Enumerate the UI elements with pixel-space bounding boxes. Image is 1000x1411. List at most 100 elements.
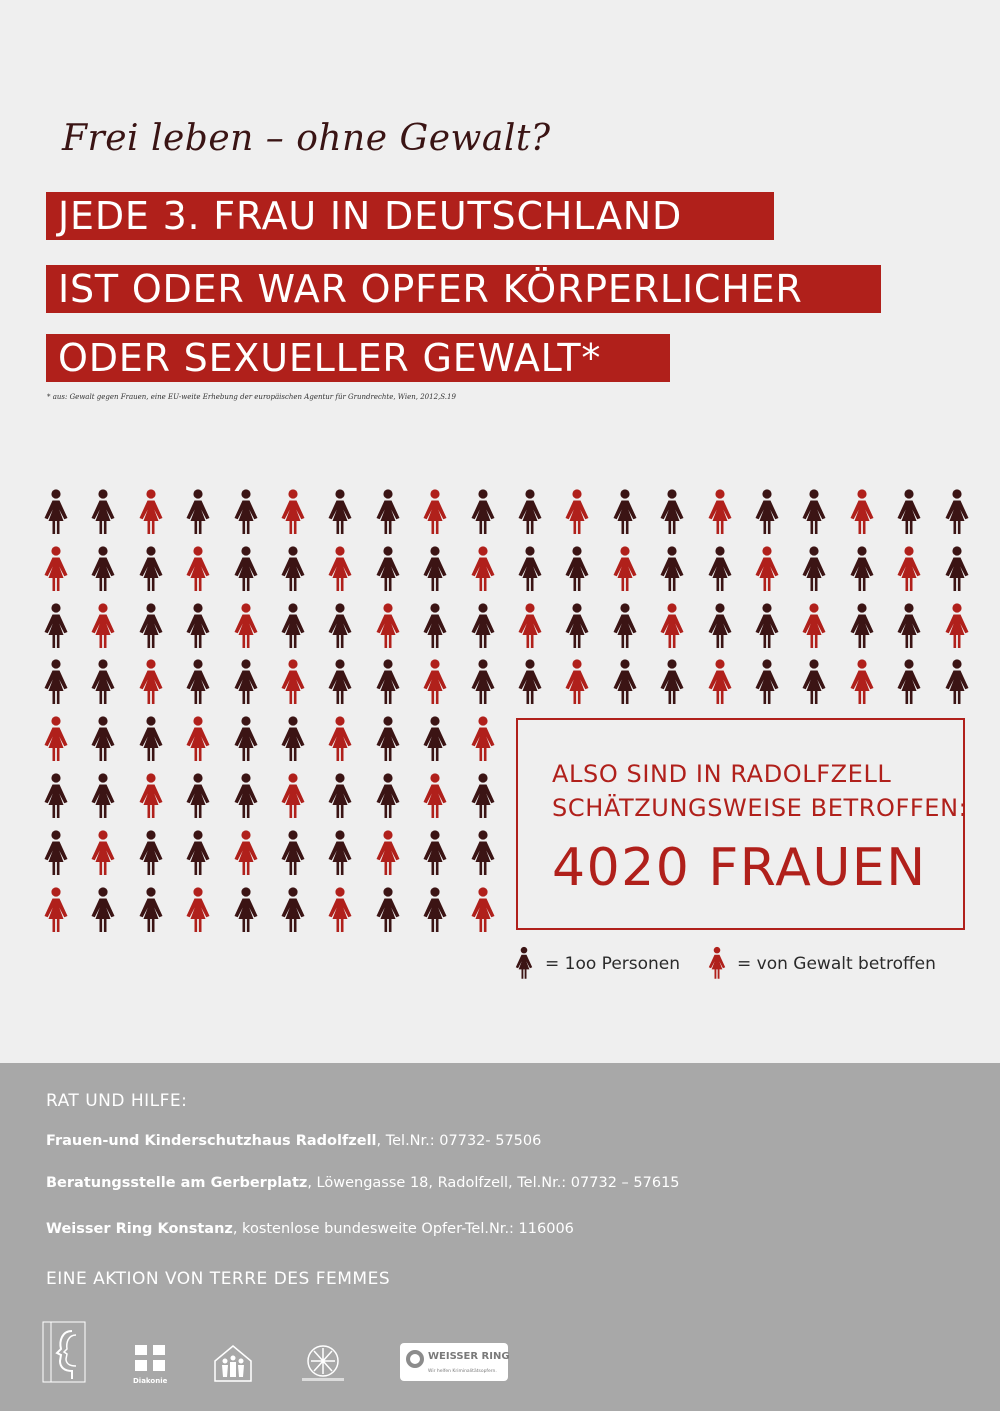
weisser-ring-tagline: Wir helfen Kriminalitätsopfern. bbox=[428, 1369, 497, 1374]
woman-figure-icon bbox=[139, 602, 163, 648]
woman-figure-affected-icon bbox=[850, 489, 874, 534]
woman-figure-icon bbox=[708, 546, 732, 591]
woman-figure-affected-icon bbox=[328, 716, 352, 762]
woman-figure-affected-icon bbox=[281, 489, 305, 534]
woman-figure-affected-icon bbox=[518, 602, 542, 648]
woman-figure-icon bbox=[802, 489, 826, 534]
contact-line: Frauen-und Kinderschutzhaus Radolfzell, … bbox=[46, 1133, 541, 1149]
woman-figure-icon bbox=[423, 830, 447, 875]
footer: RAT UND HILFE: Frauen-und Kinderschutzha… bbox=[0, 1063, 1000, 1411]
headline-line-2: IST ODER WAR OPFER KÖRPERLICHER bbox=[46, 265, 881, 313]
woman-figure-icon bbox=[44, 773, 68, 818]
woman-figure-icon bbox=[376, 773, 400, 818]
woman-figure-icon bbox=[423, 716, 447, 762]
woman-figure-affected-icon bbox=[139, 659, 163, 705]
woman-figure-icon bbox=[328, 773, 352, 818]
woman-figure-icon bbox=[91, 716, 115, 762]
circle-cross-logo bbox=[302, 1345, 344, 1381]
woman-figure-icon bbox=[565, 546, 589, 591]
woman-figure-icon bbox=[660, 546, 684, 591]
woman-figure-icon bbox=[565, 602, 589, 648]
woman-figure-icon bbox=[234, 659, 258, 705]
woman-figure-icon bbox=[376, 886, 400, 932]
woman-figure-icon bbox=[376, 659, 400, 705]
callout-figure: 4020 FRAUEN bbox=[552, 838, 927, 898]
woman-figure-icon bbox=[281, 602, 305, 648]
woman-figure-icon bbox=[91, 546, 115, 591]
callout-line-2: SCHÄTZUNGSWEISE BETROFFEN: bbox=[552, 794, 968, 822]
woman-figure-icon bbox=[613, 659, 637, 705]
woman-figure-icon bbox=[139, 546, 163, 591]
woman-figure-affected-icon bbox=[328, 886, 352, 932]
woman-figure-icon bbox=[281, 886, 305, 932]
woman-figure-icon bbox=[44, 602, 68, 648]
callout-line-1: ALSO SIND IN RADOLFZELL bbox=[552, 760, 892, 788]
woman-figure-affected-icon bbox=[471, 886, 495, 932]
woman-figure-affected-icon bbox=[44, 546, 68, 591]
diakonie-logo: Diakonie bbox=[133, 1343, 167, 1385]
woman-figure-icon bbox=[139, 716, 163, 762]
woman-figure-icon bbox=[945, 489, 969, 534]
woman-figure-icon bbox=[234, 546, 258, 591]
woman-figure-affected-icon bbox=[423, 773, 447, 818]
woman-figure-affected-icon bbox=[328, 546, 352, 591]
contact-detail: , Löwengasse 18, Radolfzell, Tel.Nr.: 07… bbox=[307, 1175, 680, 1191]
woman-figure-affected-icon bbox=[708, 659, 732, 705]
contact-line: Beratungsstelle am Gerberplatz, Löwengas… bbox=[46, 1175, 680, 1191]
woman-figure-icon bbox=[234, 716, 258, 762]
subtitle: Frei leben – ohne Gewalt? bbox=[62, 118, 551, 159]
woman-figure-affected-icon bbox=[281, 659, 305, 705]
woman-figure-icon bbox=[471, 659, 495, 705]
woman-figure-icon bbox=[518, 489, 542, 534]
weisser-ring-label: WEISSER RING bbox=[428, 1351, 510, 1362]
woman-figure-icon bbox=[660, 489, 684, 534]
woman-figure-icon bbox=[328, 602, 352, 648]
contact-detail: , Tel.Nr.: 07732- 57506 bbox=[376, 1133, 542, 1149]
woman-figure-icon bbox=[234, 773, 258, 818]
woman-figure-icon bbox=[423, 546, 447, 591]
footnote: * aus: Gewalt gegen Frauen, eine EU-weit… bbox=[47, 393, 456, 401]
legend-persons-label: = 1oo Personen bbox=[545, 954, 681, 974]
woman-figure-affected-icon bbox=[139, 773, 163, 818]
contact-name: Beratungsstelle am Gerberplatz bbox=[46, 1175, 308, 1191]
woman-figure-icon bbox=[186, 602, 210, 648]
weisser-ring-logo: WEISSER RING Wir helfen Kriminalitätsopf… bbox=[400, 1343, 510, 1381]
legend-affected-label: = von Gewalt betroffen bbox=[737, 954, 936, 974]
woman-figure-icon bbox=[708, 946, 726, 979]
woman-figure-icon bbox=[139, 830, 163, 875]
woman-figure-icon bbox=[186, 489, 210, 534]
contact-detail: , kostenlose bundesweite Opfer-Tel.Nr.: … bbox=[232, 1221, 574, 1237]
woman-figure-icon bbox=[518, 659, 542, 705]
woman-figure-icon bbox=[850, 546, 874, 591]
woman-figure-icon bbox=[471, 773, 495, 818]
woman-figure-icon bbox=[281, 830, 305, 875]
diakonie-cross-icon bbox=[135, 1345, 165, 1371]
woman-figure-affected-icon bbox=[91, 602, 115, 648]
woman-figure-affected-icon bbox=[423, 659, 447, 705]
woman-figure-affected-icon bbox=[613, 546, 637, 591]
woman-figure-affected-icon bbox=[565, 659, 589, 705]
woman-figure-icon bbox=[234, 886, 258, 932]
woman-figure-affected-icon bbox=[897, 546, 921, 591]
contact-name: Frauen-und Kinderschutzhaus Radolfzell bbox=[46, 1133, 377, 1149]
ring-icon bbox=[406, 1350, 424, 1368]
woman-figure-affected-icon bbox=[660, 602, 684, 648]
woman-figure-icon bbox=[897, 489, 921, 534]
woman-figure-icon bbox=[755, 659, 779, 705]
headline-line-3: ODER SEXUELLER GEWALT* bbox=[46, 334, 670, 382]
woman-figure-icon bbox=[945, 659, 969, 705]
footer-heading: RAT UND HILFE: bbox=[46, 1091, 188, 1111]
woman-figure-icon bbox=[44, 659, 68, 705]
woman-figure-affected-icon bbox=[139, 489, 163, 534]
woman-figure-affected-icon bbox=[850, 659, 874, 705]
woman-figure-icon bbox=[281, 546, 305, 591]
woman-figure-icon bbox=[471, 602, 495, 648]
woman-figure-icon bbox=[91, 489, 115, 534]
woman-figure-icon bbox=[328, 659, 352, 705]
woman-figure-affected-icon bbox=[471, 716, 495, 762]
woman-figure-icon bbox=[328, 489, 352, 534]
woman-figure-icon bbox=[376, 546, 400, 591]
woman-figure-icon bbox=[708, 602, 732, 648]
woman-figure-icon bbox=[755, 489, 779, 534]
woman-figure-icon bbox=[850, 602, 874, 648]
